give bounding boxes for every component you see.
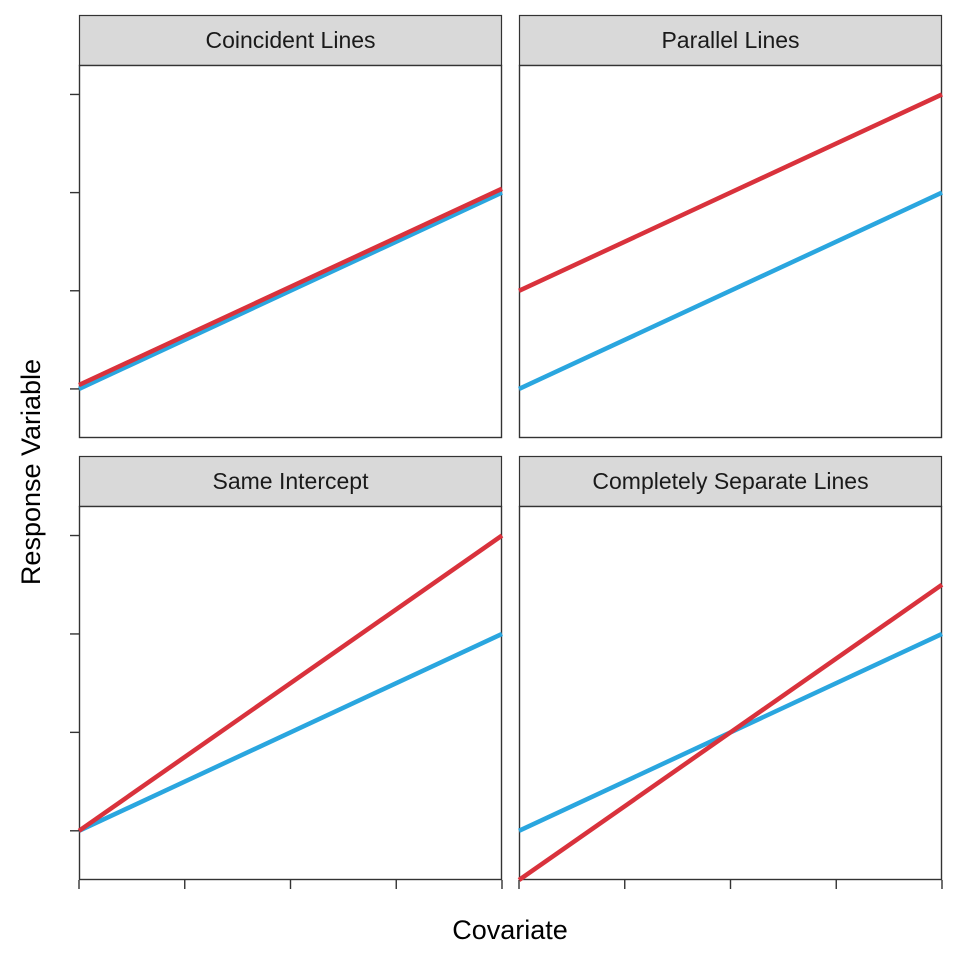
series-line-1 [78,631,503,833]
series-line-1 [518,190,943,391]
axes-layer [70,93,943,889]
panel-2: Parallel Lines [518,14,943,439]
panel-3: Same Intercept [77,455,504,881]
panel-4: Completely Separate Lines [517,455,944,882]
panels-layer: Coincident Lines Parallel Lines Same Inter… [77,14,944,882]
panel-title: Coincident Lines [205,27,375,53]
series-line-2 [77,533,504,833]
panel-border [518,64,943,439]
panel-title: Parallel Lines [661,27,799,53]
panel-border [518,505,943,881]
x-axis-title: Covariate [452,915,568,945]
panel-title: Same Intercept [213,468,370,494]
panel-strip [518,455,943,508]
panel-1: Coincident Lines [78,14,503,439]
panel-border [78,64,503,439]
series-line-2 [78,186,503,388]
series-line-1 [78,190,503,391]
panel-border [78,505,503,881]
panel-strip [518,14,943,67]
panel-strip [78,455,503,508]
series-line-2 [517,582,944,882]
y-axis-title: Response Variable [16,359,46,585]
panel-title: Completely Separate Lines [592,468,868,494]
panel-strip [78,14,503,67]
series-line-2 [518,92,943,293]
